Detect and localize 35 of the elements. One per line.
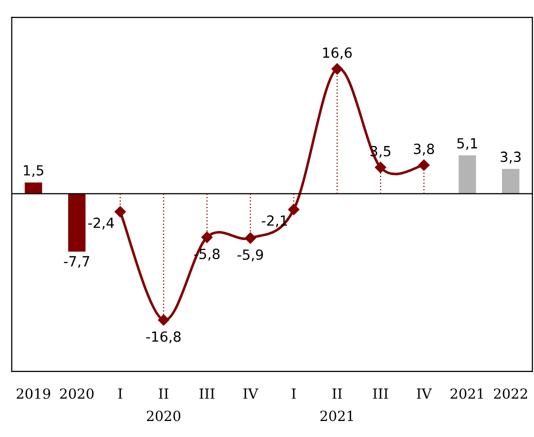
- data-label: 3,3: [500, 152, 521, 164]
- point: [158, 314, 170, 326]
- data-label: -7,7: [64, 256, 90, 268]
- point: [201, 232, 213, 243]
- x-tick-label: 2019: [16, 388, 50, 399]
- x-tick-label: III: [200, 388, 214, 399]
- x-tick-label: 2022: [494, 388, 528, 399]
- x-tick-label: II: [332, 388, 342, 399]
- x-tick-label: I: [118, 388, 122, 399]
- point: [332, 63, 343, 75]
- data-label: 5,1: [457, 138, 478, 150]
- point: [418, 160, 430, 171]
- x-tick-label: 2020: [60, 388, 94, 399]
- x-tick-label: IV: [243, 388, 258, 399]
- x-tick-label: II: [158, 388, 168, 399]
- data-label: 3,8: [414, 144, 434, 156]
- bar: [24, 182, 42, 194]
- x-tick-label: III: [373, 388, 388, 399]
- bar: [458, 155, 476, 194]
- text: 2021: [320, 410, 353, 422]
- point: [114, 206, 126, 218]
- point: [244, 232, 256, 244]
- point: [288, 204, 300, 216]
- data-label: -2,4: [88, 218, 114, 230]
- bar: [502, 168, 520, 194]
- bar: [68, 194, 86, 252]
- x-tick-label: IV: [416, 388, 432, 399]
- x-tick-label: I: [292, 388, 296, 399]
- data-label: -16,8: [146, 331, 181, 344]
- text: 2020: [146, 410, 180, 422]
- x-tick-label: 2021: [450, 388, 484, 399]
- data-label: -5,9: [238, 249, 263, 262]
- data-label: 16,6: [323, 47, 352, 60]
- data-label: 1,5: [24, 165, 44, 177]
- point: [374, 162, 386, 174]
